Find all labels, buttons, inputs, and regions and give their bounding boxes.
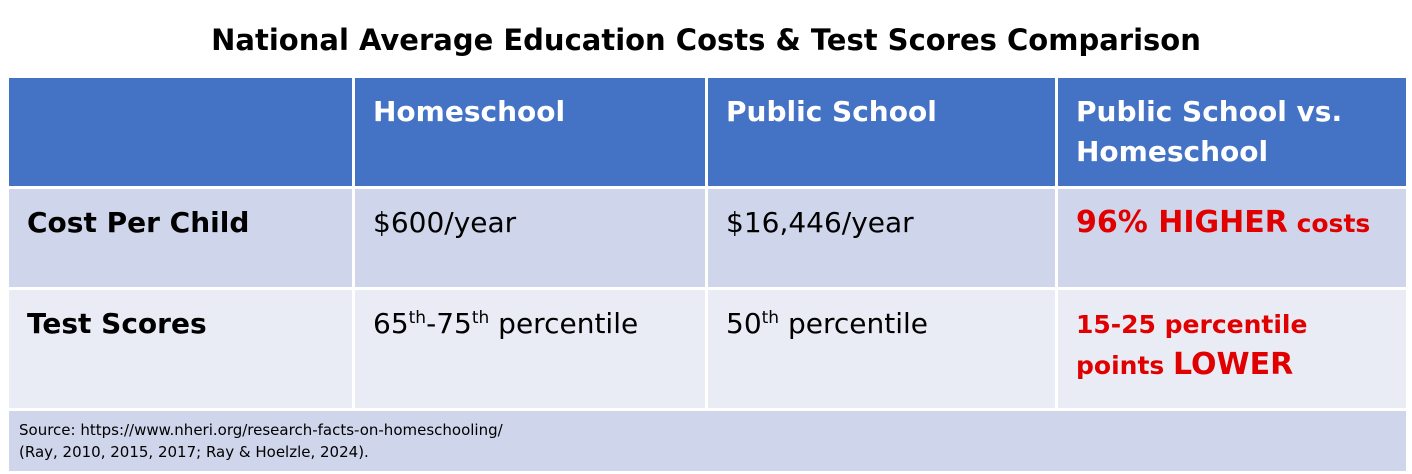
cell-text: 65: [373, 307, 409, 340]
source-line: (Ray, 2010, 2015, 2017; Ray & Hoelzle, 2…: [19, 443, 369, 461]
cell-text: LOWER: [1172, 347, 1294, 382]
cell-text: 15-25 percentile points: [1076, 310, 1308, 380]
cell-text: 96% HIGHER: [1076, 205, 1288, 240]
cell: $600/year: [352, 186, 708, 290]
source-row: Source: https://www.nheri.org/research-f…: [6, 408, 1409, 474]
row: Cost Per Child $600/year $16,446/year 96…: [6, 186, 1409, 290]
superscript: th: [471, 308, 490, 328]
superscript: th: [761, 308, 780, 328]
cell: 50th percentile: [705, 287, 1058, 411]
cell-text: $16,446/year: [726, 206, 914, 239]
header-cell: Public School vs. Homeschool: [1055, 75, 1409, 189]
row: Test Scores 65th-75th percentile 50th pe…: [6, 287, 1409, 411]
cell-text: costs: [1287, 209, 1371, 238]
cell: 65th-75th percentile: [352, 287, 708, 411]
cell: 96% HIGHER costs: [1055, 186, 1409, 290]
superscript: th: [408, 308, 427, 328]
cell-text: -75: [426, 307, 472, 340]
header-row: Homeschool Public School Public School v…: [6, 75, 1409, 189]
cell: 15-25 percentile points LOWER: [1055, 287, 1409, 411]
row-label: Cost Per Child: [6, 186, 355, 290]
source-cell: Source: https://www.nheri.org/research-f…: [6, 408, 1409, 474]
comparison-table: Homeschool Public School Public School v…: [6, 75, 1409, 474]
header-cell: [6, 75, 355, 189]
cell: $16,446/year: [705, 186, 1058, 290]
cell-text: percentile: [489, 307, 639, 340]
cell-text: 50: [726, 307, 762, 340]
title: National Average Education Costs & Test …: [211, 23, 1201, 57]
header-cell: Homeschool: [352, 75, 708, 189]
row-label: Test Scores: [6, 287, 355, 411]
cell-text: percentile: [779, 307, 929, 340]
source-line: Source: https://www.nheri.org/research-f…: [19, 421, 503, 439]
cell-text: $600/year: [373, 206, 517, 239]
header-cell: Public School: [705, 75, 1058, 189]
